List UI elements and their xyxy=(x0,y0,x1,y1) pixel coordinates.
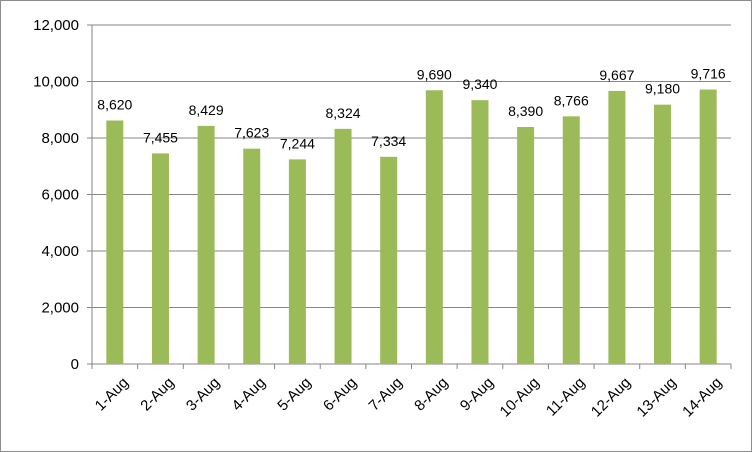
bar xyxy=(517,126,535,364)
data-label: 7,623 xyxy=(234,125,269,141)
y-tick-label: 10,000 xyxy=(33,74,79,91)
bar xyxy=(151,153,169,364)
data-label: 7,244 xyxy=(280,135,315,151)
bar xyxy=(654,104,672,364)
x-category-label: 2-Aug xyxy=(137,374,177,414)
data-label: 7,334 xyxy=(371,133,406,149)
bar xyxy=(243,148,261,364)
y-tick-label: 4,000 xyxy=(41,243,79,260)
data-label: 9,180 xyxy=(645,81,680,97)
data-label: 8,620 xyxy=(97,96,132,112)
x-category-label: 4-Aug xyxy=(229,374,269,414)
data-label: 8,429 xyxy=(189,102,224,118)
y-tick-label: 8,000 xyxy=(41,130,79,147)
data-label: 9,340 xyxy=(462,76,497,92)
bars xyxy=(106,89,717,365)
gridlines xyxy=(92,24,731,308)
x-category-label: 6-Aug xyxy=(320,374,360,414)
x-category-label: 11-Aug xyxy=(543,374,588,419)
bar xyxy=(699,89,717,364)
data-labels: 8,620 7,455 8,429 7,623 7,244 8,324 7,334 9,690… xyxy=(97,66,726,152)
bar xyxy=(425,90,443,364)
x-axis-category-labels: 1-Aug 2-Aug 3-Aug 4-Aug 5-Aug 6-Aug 7-Aug 8-Aug… xyxy=(92,374,726,420)
data-label: 7,455 xyxy=(143,129,178,145)
data-label: 9,667 xyxy=(599,67,634,83)
data-label: 8,324 xyxy=(326,105,361,121)
x-category-label: 10-Aug xyxy=(497,374,543,420)
data-label: 9,690 xyxy=(417,66,452,82)
bar xyxy=(106,120,124,364)
y-tick-label: 12,000 xyxy=(33,17,79,34)
y-tick-label: 0 xyxy=(71,356,79,373)
y-axis-tick-labels: 0 2,000 4,000 6,000 8,000 10,000 12,000 xyxy=(33,17,79,373)
bar xyxy=(288,159,306,364)
bar xyxy=(197,125,215,364)
x-category-label: 7-Aug xyxy=(366,374,406,414)
bar xyxy=(471,100,489,365)
x-category-label: 12-Aug xyxy=(588,374,634,420)
x-category-label: 8-Aug xyxy=(411,374,451,414)
bar xyxy=(608,90,626,364)
bar xyxy=(334,128,352,364)
data-label: 8,390 xyxy=(508,103,543,119)
x-category-label: 9-Aug xyxy=(457,374,497,414)
y-tick-label: 2,000 xyxy=(41,300,79,317)
data-label: 8,766 xyxy=(554,92,589,108)
x-category-label: 13-Aug xyxy=(633,374,679,420)
x-category-label: 14-Aug xyxy=(679,374,725,420)
y-tick-label: 6,000 xyxy=(41,187,79,204)
x-category-label: 5-Aug xyxy=(274,374,314,414)
x-category-label: 3-Aug xyxy=(183,374,223,414)
bar xyxy=(380,156,398,364)
bar xyxy=(562,116,580,364)
data-label: 9,716 xyxy=(691,66,726,82)
x-category-label: 1-Aug xyxy=(92,374,132,414)
